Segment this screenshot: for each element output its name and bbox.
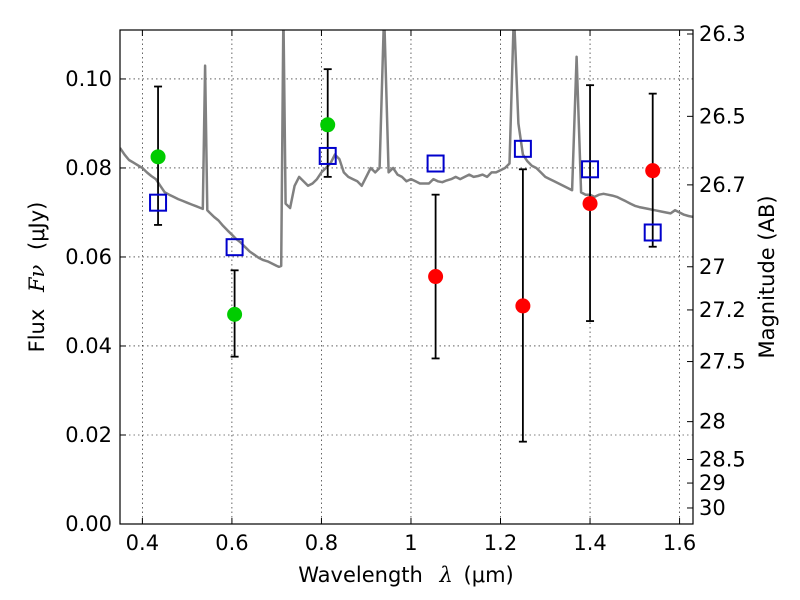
y2-tick-label: 28.5 <box>699 447 746 471</box>
y2-axis-label: Magnitude (AB) <box>755 195 779 358</box>
y2-tick-label: 27.5 <box>699 350 746 374</box>
green-data-point <box>227 306 243 322</box>
y2-tick-label: 26.3 <box>699 22 746 46</box>
model-square-point <box>581 160 600 179</box>
x-tick-label: 0.8 <box>305 531 338 555</box>
y-axis-label: Flux Fν (μJy) <box>25 202 49 353</box>
red-data-point <box>428 269 444 285</box>
x-tick-label: 0.4 <box>126 531 159 555</box>
y2-tick-label: 27 <box>699 255 726 279</box>
y-tick-label: 0.04 <box>65 334 112 358</box>
y2-tick-label: 26.5 <box>699 104 746 128</box>
model-square-point <box>149 193 168 212</box>
x-tick-label: 1 <box>404 531 417 555</box>
y2-tick-label: 26.7 <box>699 173 746 197</box>
y2-tick-label: 29 <box>699 471 726 495</box>
model-square-point <box>426 154 445 173</box>
y-tick-label: 0.00 <box>65 512 112 536</box>
y2-tick-label: 30 <box>699 496 726 520</box>
green-data-point <box>150 149 166 165</box>
red-data-point <box>582 196 598 212</box>
y-tick-label: 0.06 <box>65 245 112 269</box>
green-data-point <box>320 117 336 133</box>
red-data-point <box>645 163 661 179</box>
spectrum-layer <box>120 30 693 269</box>
model-square-point <box>513 139 532 158</box>
y2-tick-label: 28 <box>699 410 726 434</box>
x-axis-label: Wavelength λ (μm) <box>298 563 513 587</box>
model-square-point <box>643 223 662 242</box>
x-tick-label: 0.6 <box>215 531 248 555</box>
y-tick-label: 0.10 <box>65 67 112 91</box>
model-square-point <box>318 146 337 165</box>
plot-frame <box>119 29 694 525</box>
axis-ticks: 0.4 0.6 0.8 1 1.2 1.4 1.6 0.00 0.02 0.04 0.06 0.08 0… <box>65 22 746 555</box>
red-data-point <box>515 298 531 314</box>
y-tick-label: 0.02 <box>65 423 112 447</box>
spectrum-line <box>120 30 693 269</box>
marker-layer <box>149 117 662 322</box>
x-tick-label: 1.2 <box>484 531 517 555</box>
x-tick-label: 1.6 <box>663 531 696 555</box>
y-tick-label: 0.08 <box>65 156 112 180</box>
x-tick-label: 1.4 <box>573 531 606 555</box>
model-square-point <box>225 238 244 257</box>
y2-tick-label: 27.2 <box>699 298 746 322</box>
